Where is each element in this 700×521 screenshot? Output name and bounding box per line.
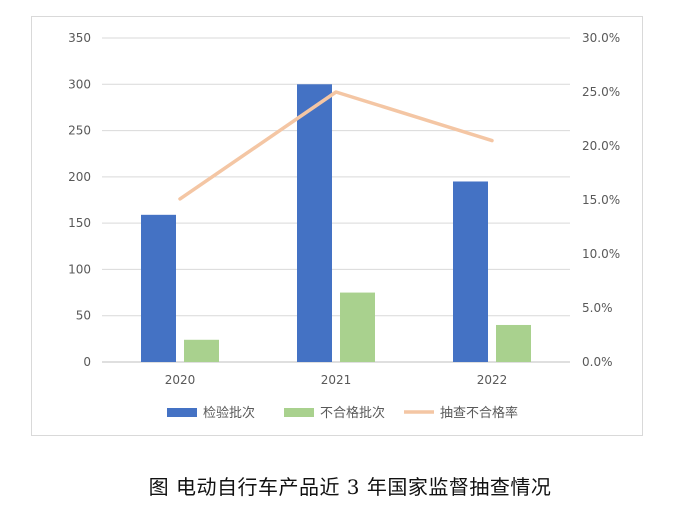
- left-axis-ticks: 0 50 100 150 200 250 300 350: [68, 31, 91, 369]
- figure-caption: 图 电动自行车产品近 3 年国家监督抽查情况: [148, 475, 552, 499]
- left-tick-label: 0: [83, 355, 91, 369]
- legend: 检验批次 不合格批次 抽查不合格率: [167, 405, 518, 421]
- left-tick-label: 100: [68, 262, 91, 276]
- right-tick-label: 5.0%: [582, 301, 613, 315]
- bar-inspected: [297, 84, 332, 363]
- right-tick-label: 30.0%: [582, 31, 620, 45]
- legend-bar-swatch: [284, 408, 314, 417]
- legend-label: 抽查不合格率: [440, 405, 518, 421]
- right-axis-ticks: 0.0% 5.0% 10.0% 15.0% 20.0% 25.0% 30.0%: [582, 31, 620, 369]
- left-tick-label: 150: [68, 216, 91, 230]
- right-tick-label: 10.0%: [582, 247, 620, 261]
- legend-label: 检验批次: [203, 405, 255, 421]
- bar-inspected: [453, 181, 488, 362]
- gridlines: [102, 37, 570, 363]
- bar-inspected: [141, 214, 176, 362]
- bar-failed: [340, 292, 375, 362]
- right-tick-label: 25.0%: [582, 85, 620, 99]
- bars: [141, 84, 531, 363]
- chart-frame: [31, 16, 643, 436]
- bar-failed: [184, 339, 219, 362]
- left-tick-label: 250: [68, 124, 91, 138]
- right-tick-label: 20.0%: [582, 139, 620, 153]
- x-tick-label: 2022: [477, 373, 508, 387]
- left-tick-label: 350: [68, 31, 91, 45]
- x-tick-label: 2020: [165, 373, 196, 387]
- right-tick-label: 0.0%: [582, 355, 613, 369]
- rate-line: [178, 90, 494, 201]
- left-tick-label: 300: [68, 77, 91, 91]
- x-axis-ticks: 2020 2021 2022: [165, 373, 508, 387]
- legend-label: 不合格批次: [320, 405, 385, 421]
- bar-failed: [496, 324, 531, 362]
- left-tick-label: 50: [76, 309, 91, 323]
- line-failure-rate: [178, 90, 494, 201]
- x-tick-label: 2021: [321, 373, 352, 387]
- left-tick-label: 200: [68, 170, 91, 184]
- right-tick-label: 15.0%: [582, 193, 620, 207]
- legend-bar-swatch: [167, 408, 197, 417]
